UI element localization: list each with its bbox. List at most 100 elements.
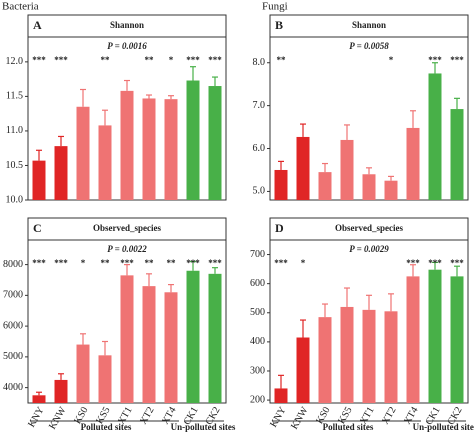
significance: ***: [428, 55, 442, 65]
y-tick-label: 5000: [3, 351, 23, 362]
bar: [186, 80, 200, 200]
bar: [274, 169, 288, 200]
significance: ***: [186, 55, 200, 65]
significance: *: [169, 55, 174, 65]
significance: **: [145, 55, 155, 65]
bar: [296, 337, 310, 403]
bar: [274, 388, 288, 403]
figure-title: Bacteria: [2, 1, 39, 13]
p-value: P = 0.0022: [107, 244, 147, 254]
x-tick-label: XT2: [138, 405, 157, 426]
bar: [362, 174, 376, 200]
y-tick-label: 6.0: [253, 143, 266, 154]
bar: [208, 273, 222, 403]
significance: ***: [450, 55, 464, 65]
y-tick-label: 400: [250, 336, 265, 347]
bar: [186, 270, 200, 403]
significance: ***: [208, 258, 222, 268]
bar: [164, 99, 178, 200]
group-label: Un-polluted sites: [171, 422, 236, 432]
y-tick-label: 300: [250, 365, 265, 376]
bar: [32, 160, 46, 200]
significance: **: [101, 258, 111, 268]
significance: ***: [120, 258, 134, 268]
bar: [384, 311, 398, 403]
significance: **: [167, 258, 177, 268]
y-tick-label: 10.5: [6, 160, 24, 171]
bar: [318, 172, 332, 200]
bar: [428, 269, 442, 403]
bar: [406, 127, 420, 200]
significance: ***: [54, 55, 68, 65]
bar: [208, 86, 222, 200]
bar: [450, 109, 464, 200]
significance: ***: [54, 258, 68, 268]
bar: [98, 355, 112, 403]
y-tick-label: 8000: [3, 259, 23, 270]
bar: [164, 292, 178, 403]
significance: ***: [450, 258, 464, 268]
significance: ***: [186, 258, 200, 268]
bar: [142, 98, 156, 200]
panel-letter: D: [275, 221, 284, 235]
y-tick-label: 8.0: [253, 57, 266, 68]
figure-title: Fungi: [262, 1, 288, 13]
significance: *: [301, 258, 306, 268]
group-label: Un-polluted sites: [413, 422, 474, 432]
bar: [54, 146, 68, 200]
bar: [384, 180, 398, 200]
panel-header: Observed_species: [335, 223, 403, 233]
bar: [142, 286, 156, 403]
bar: [340, 139, 354, 200]
y-tick-label: 10.0: [6, 194, 24, 205]
significance: ***: [208, 55, 222, 65]
panel-header: Observed_species: [93, 223, 161, 233]
x-tick-label: XT2: [380, 405, 399, 426]
bar: [32, 395, 46, 403]
y-tick-label: 200: [250, 394, 265, 405]
panel-letter: C: [33, 221, 42, 235]
y-tick-label: 700: [250, 249, 265, 260]
bar: [120, 275, 134, 403]
y-tick-label: 11.0: [6, 125, 23, 136]
y-tick-label: 500: [250, 307, 265, 318]
group-label: Polluted sites: [323, 422, 374, 432]
y-tick-label: 12.0: [6, 56, 24, 67]
y-tick-label: 11.5: [6, 91, 23, 102]
significance: *: [81, 258, 86, 268]
bar: [76, 344, 90, 403]
bar: [362, 309, 376, 403]
x-tick-label: KNY: [268, 405, 288, 429]
bar: [54, 379, 68, 403]
group-label: Polluted sites: [81, 422, 132, 432]
panel-header: Shannon: [352, 20, 386, 30]
bar: [120, 90, 134, 200]
y-tick-label: 5.0: [253, 186, 266, 197]
p-value: P = 0.0029: [349, 244, 389, 254]
bar: [98, 125, 112, 200]
bar: [428, 73, 442, 200]
x-tick-label: KNY: [26, 405, 46, 429]
panel-header: Shannon: [110, 20, 144, 30]
y-tick-label: 6000: [3, 320, 23, 331]
significance: ***: [428, 258, 442, 268]
significance: **: [277, 55, 287, 65]
bar: [76, 106, 90, 200]
x-tick-label: KNW: [47, 405, 69, 432]
y-tick-label: 600: [250, 278, 265, 289]
bar: [406, 276, 420, 403]
significance: *: [389, 55, 394, 65]
significance: ***: [32, 258, 46, 268]
y-tick-label: 4000: [3, 382, 23, 393]
significance: ***: [274, 258, 288, 268]
y-tick-label: 7.0: [253, 100, 266, 111]
p-value: P = 0.0058: [349, 41, 389, 51]
significance: ***: [406, 258, 420, 268]
significance: **: [101, 55, 111, 65]
bar: [450, 276, 464, 403]
bar: [318, 317, 332, 403]
y-tick-label: 7000: [3, 290, 23, 301]
panel-letter: A: [33, 18, 42, 32]
x-tick-label: KNW: [289, 405, 311, 432]
